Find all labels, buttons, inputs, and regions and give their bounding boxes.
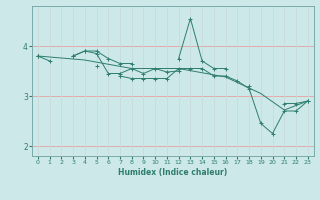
X-axis label: Humidex (Indice chaleur): Humidex (Indice chaleur) (118, 168, 228, 177)
